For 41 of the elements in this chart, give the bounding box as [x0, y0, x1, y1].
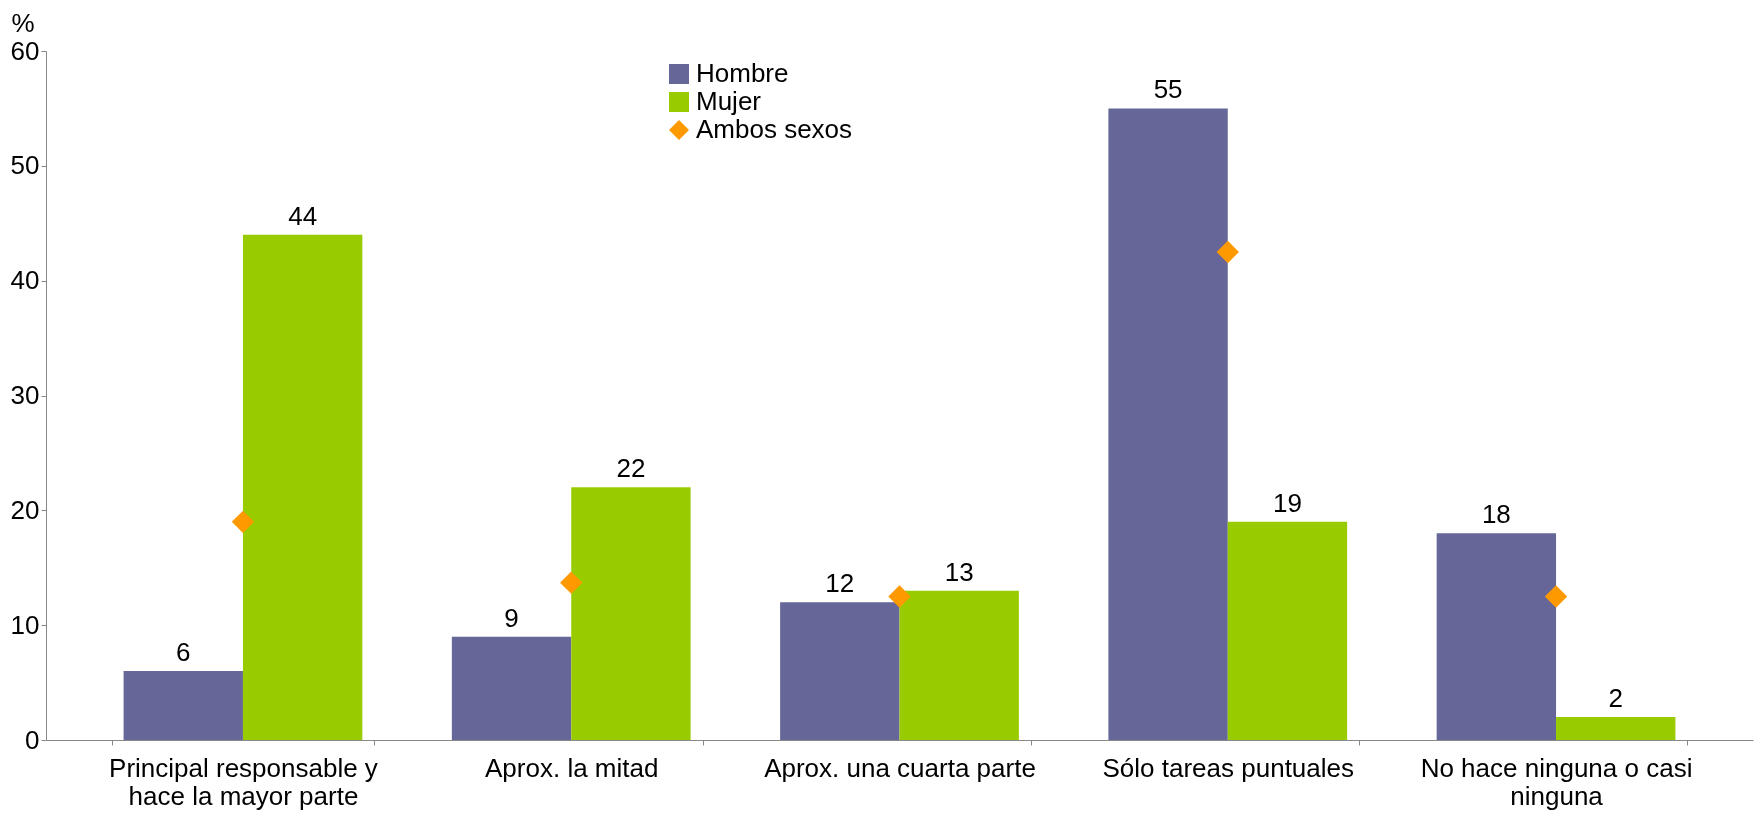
x-tick-label: Sólo tareas puntuales — [1102, 752, 1355, 783]
bar — [451, 636, 572, 740]
data-label: 12 — [825, 568, 855, 599]
y-tick-label: 20 — [10, 494, 40, 525]
data-label: 2 — [1608, 683, 1623, 714]
x-tick-label: Aprox. la mitad — [485, 752, 659, 783]
y-axis-title: % — [11, 7, 35, 38]
y-tick-label: 60 — [10, 35, 40, 66]
bar — [1436, 533, 1557, 740]
bar — [1556, 717, 1676, 740]
point — [888, 585, 911, 608]
x-tick-label: Principal responsable y hace la mayor parte — [109, 752, 378, 811]
data-label: 55 — [1153, 74, 1183, 105]
legend-label: Ambos sexos — [696, 114, 853, 144]
data-label: 22 — [616, 453, 646, 484]
x-tick-label: No hace ninguna o casi ninguna — [1420, 752, 1693, 811]
data-label: 6 — [176, 637, 191, 668]
bar — [242, 234, 363, 740]
y-tick-label: 10 — [10, 609, 40, 640]
bar — [899, 590, 1019, 740]
data-label: 19 — [1272, 487, 1302, 518]
point — [1544, 585, 1568, 608]
legend-label: Hombre — [696, 58, 789, 88]
legend-label: Mujer — [696, 86, 762, 116]
data-label: 13 — [944, 556, 974, 587]
bar — [123, 671, 243, 740]
bar — [780, 602, 900, 740]
bar — [571, 487, 691, 740]
data-label: 9 — [504, 602, 519, 633]
y-tick-label: 50 — [10, 150, 40, 181]
point — [1216, 240, 1239, 264]
data-label: 18 — [1481, 499, 1511, 530]
x-tick-label: Aprox. una cuarta parte — [764, 752, 1036, 783]
point — [560, 571, 583, 594]
bar — [1227, 521, 1348, 740]
y-tick-label: 30 — [10, 380, 40, 410]
y-tick-label: 40 — [10, 265, 40, 296]
point — [231, 510, 255, 533]
data-label: 44 — [288, 200, 318, 231]
y-tick-label: 0 — [25, 724, 40, 755]
bar — [1108, 108, 1228, 740]
